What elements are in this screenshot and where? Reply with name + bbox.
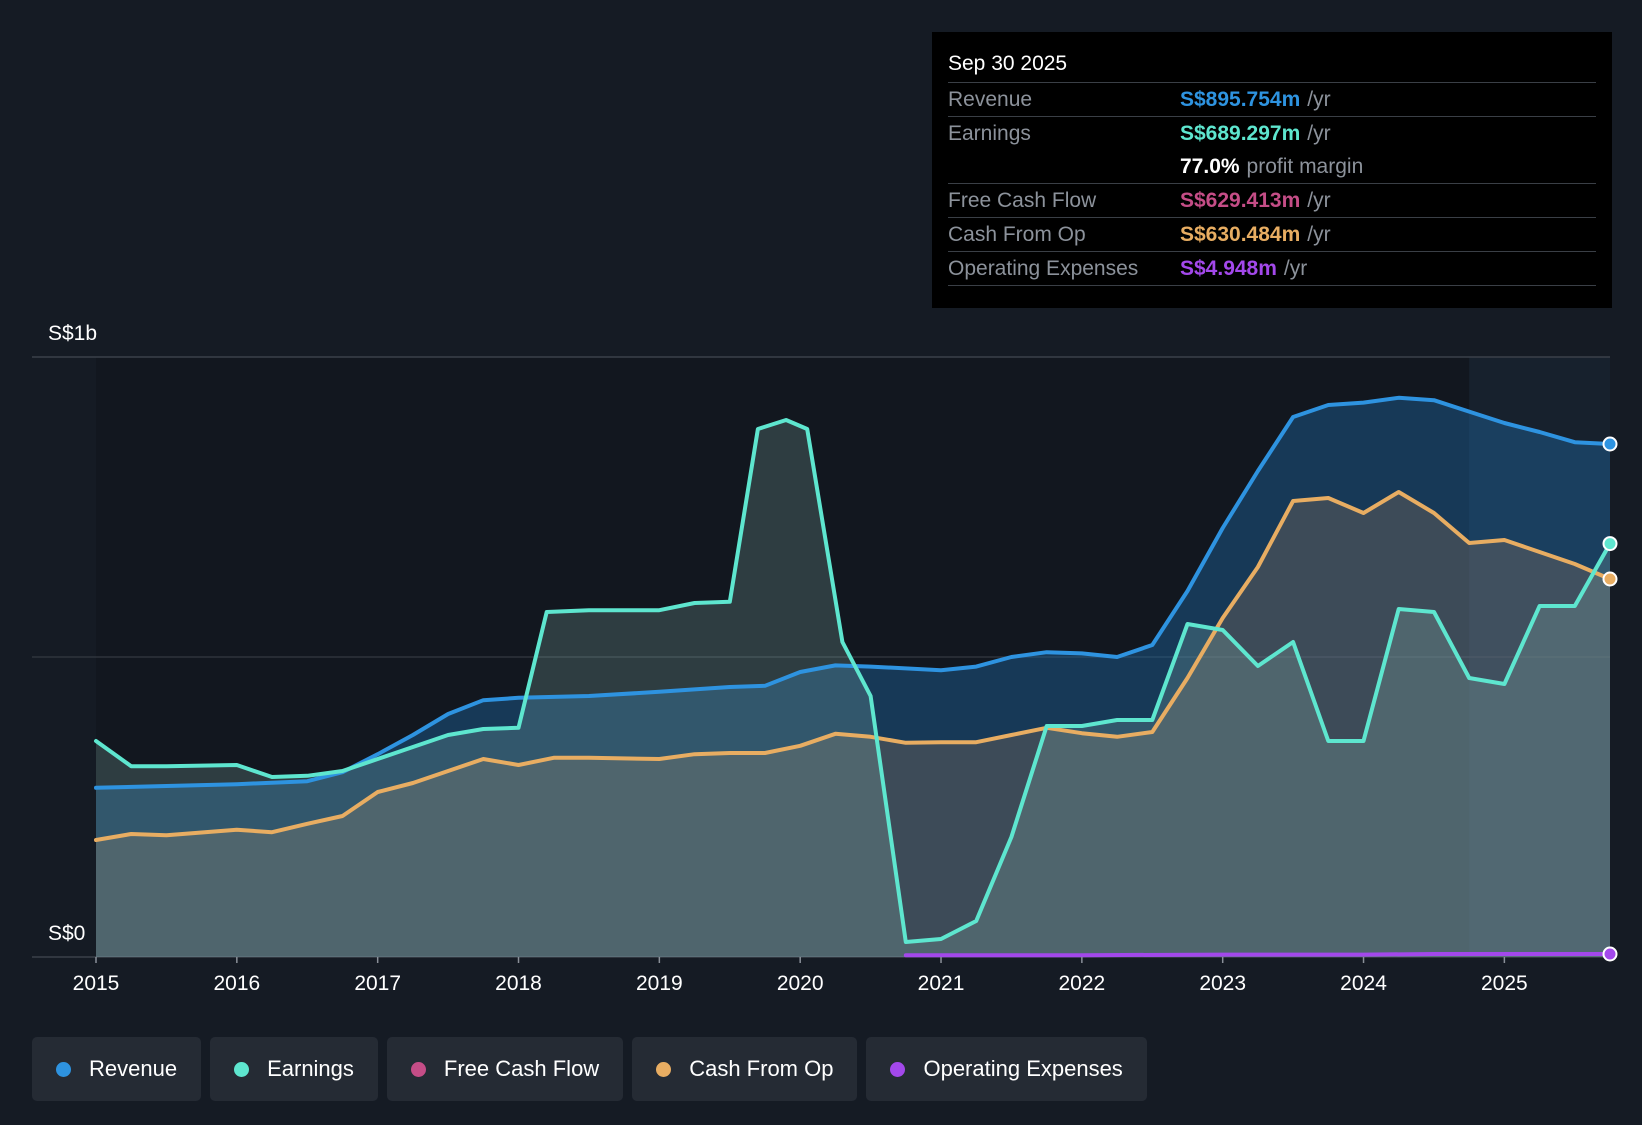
tooltip-label: Operating Expenses	[948, 257, 1139, 280]
x-tick-label: 2024	[1340, 972, 1387, 995]
tooltip-label: Earnings	[948, 122, 1031, 145]
legend-dot-icon	[234, 1061, 250, 1077]
tooltip-divider	[948, 285, 1596, 286]
tooltip-value: S$895.754m	[1180, 88, 1301, 111]
series-line-earnings	[94, 418, 1612, 944]
x-tick-label: 2020	[777, 972, 824, 995]
tooltip-unit: /yr	[1307, 122, 1331, 145]
series-line-revenue	[94, 395, 1612, 790]
legend-item-free-cash-flow[interactable]: Free Cash Flow	[386, 1037, 624, 1101]
legend-item-earnings[interactable]: Earnings	[210, 1037, 378, 1101]
legend-label: Cash From Op	[689, 1056, 834, 1081]
x-tick-label: 2018	[495, 972, 542, 995]
tooltip-row-free-cash-flow: Free Cash Flow S$629.413m /yr	[948, 183, 1596, 217]
tooltip-row-operating-expenses: Operating Expenses S$4.948m /yr	[948, 251, 1596, 285]
tooltip-unit: /yr	[1307, 88, 1331, 111]
x-tick-label: 2019	[636, 972, 683, 995]
x-tick-label: 2016	[213, 972, 260, 995]
legend-item-cash-from-op[interactable]: Cash From Op	[632, 1037, 858, 1101]
end-marker-cash-from-op	[1602, 571, 1618, 587]
end-marker-earnings	[1602, 536, 1618, 552]
tooltip-row-cash-from-op: Cash From Op S$630.484m /yr	[948, 217, 1596, 251]
area-revenue	[96, 397, 1610, 957]
tooltip-unit: /yr	[1283, 257, 1308, 280]
tooltip-label: Free Cash Flow	[948, 189, 1097, 212]
legend-label: Revenue	[89, 1056, 178, 1081]
legend-dot-icon	[56, 1061, 71, 1077]
tooltip-value: S$629.413m	[1180, 189, 1301, 212]
tooltip-value: S$4.948m	[1180, 257, 1277, 280]
x-tick-label: 2025	[1481, 972, 1528, 995]
x-tick-label: 2022	[1059, 972, 1106, 995]
y-tick-label: S$1b	[48, 322, 97, 345]
legend-item-revenue[interactable]: Revenue	[32, 1037, 202, 1101]
tooltip-value: S$689.297m	[1180, 122, 1301, 145]
legend-dot-icon	[656, 1061, 672, 1077]
end-marker-operating-expenses	[1602, 946, 1618, 962]
legend-dot-icon	[410, 1061, 426, 1077]
legend-item-operating-expenses[interactable]: Operating Expenses	[866, 1037, 1147, 1101]
tooltip-row-earnings: Earnings S$689.297m /yr	[948, 116, 1596, 150]
end-marker-revenue	[1602, 436, 1618, 452]
tooltip-label	[948, 150, 1180, 183]
tooltip-unit: profit margin	[1246, 155, 1364, 178]
legend-label: Free Cash Flow	[443, 1056, 600, 1081]
tooltip-label: Cash From Op	[948, 223, 1086, 246]
tooltip: Sep 30 2025 Revenue S$895.754m /yr Earni…	[932, 32, 1612, 308]
legend: Revenue Earnings Free Cash Flow Cash Fro…	[32, 1037, 1147, 1101]
tooltip-value: S$630.484m	[1180, 223, 1301, 246]
x-tick-label: 2015	[73, 972, 120, 995]
x-tick-label: 2021	[918, 972, 965, 995]
tooltip-label: Revenue	[948, 88, 1033, 111]
legend-label: Earnings	[267, 1056, 354, 1081]
x-tick-label: 2017	[354, 972, 401, 995]
tooltip-row-revenue: Revenue S$895.754m /yr	[948, 82, 1596, 116]
series-line-operating-expenses	[903, 952, 1612, 958]
series-line-cash-from-op	[94, 490, 1612, 842]
tooltip-value: 77.0%	[1180, 155, 1240, 178]
tooltip-date: Sep 30 2025	[948, 52, 1068, 75]
legend-label: Operating Expenses	[923, 1056, 1123, 1081]
area-earnings	[96, 420, 1610, 957]
tooltip-unit: /yr	[1307, 189, 1331, 212]
tooltip-row-profit-margin: 77.0% profit margin	[948, 150, 1596, 183]
x-tick-label: 2023	[1199, 972, 1246, 995]
tooltip-unit: /yr	[1307, 223, 1331, 246]
legend-dot-icon	[890, 1061, 906, 1077]
y-tick-label: S$0	[48, 922, 85, 945]
